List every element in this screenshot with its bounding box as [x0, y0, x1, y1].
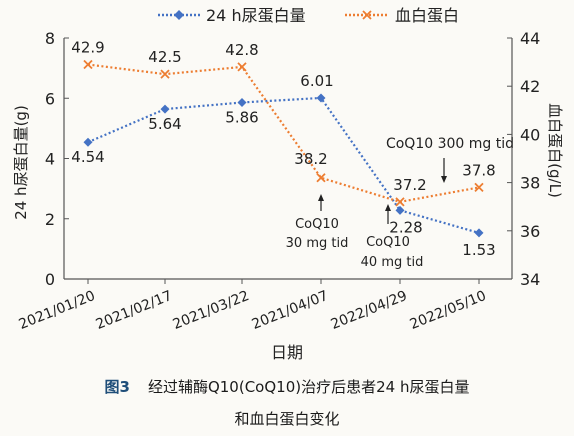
annotation-40mg-line2: 40 mg tid: [361, 255, 424, 270]
legend-label-albumin: 血白蛋白: [395, 6, 459, 25]
data-point-urine-protein: [316, 93, 326, 103]
annotation-300mg: CoQ10 300 mg tid: [386, 136, 514, 152]
data-label-albumin: 42.5: [148, 48, 181, 66]
legend-label-urine-protein: 24 h尿蛋白量: [206, 6, 306, 25]
data-point-albumin: [474, 182, 484, 193]
x-tick-label: 2021/03/22: [171, 288, 252, 333]
data-label-albumin: 38.2: [294, 150, 327, 168]
x-axis-title: 日期: [271, 343, 303, 362]
data-label-albumin: 42.9: [71, 39, 104, 57]
data-label-urine-protein: 5.86: [225, 108, 258, 126]
right-tick-label: 44: [520, 29, 540, 48]
data-label-urine-protein: 6.01: [300, 72, 333, 90]
data-point-albumin: [83, 59, 93, 70]
data-point-albumin: [316, 173, 326, 183]
x-tick-label: 2021/04/07: [250, 288, 331, 333]
annotation-30mg-line2: 30 mg tid: [286, 236, 349, 251]
data-point-urine-protein: [237, 97, 247, 107]
left-tick-label: 2: [45, 210, 55, 229]
right-tick-label: 42: [520, 77, 540, 96]
data-point-urine-protein: [83, 137, 93, 147]
series-line-1: [87, 63, 480, 204]
right-tick-label: 34: [520, 270, 540, 289]
legend-marker-albumin: [362, 10, 372, 20]
data-label-urine-protein: 4.54: [71, 148, 104, 166]
data-point-albumin: [395, 197, 405, 207]
x-tick-label: 2022/04/29: [329, 288, 410, 333]
figure-caption-line2: 和血白蛋白变化: [0, 408, 574, 429]
data-label-urine-protein: 1.53: [462, 241, 495, 259]
data-label-albumin: 42.8: [225, 41, 258, 59]
right-tick-label: 36: [520, 222, 540, 241]
data-point-urine-protein: [395, 205, 405, 215]
figure-label: 图3: [104, 378, 130, 396]
right-tick-label: 40: [520, 125, 540, 144]
left-tick-label: 6: [45, 89, 55, 108]
data-label-urine-protein: 5.64: [148, 115, 181, 133]
annotation-40mg-line1: CoQ10: [366, 235, 410, 250]
x-tick-label: 2021/01/20: [17, 288, 98, 333]
right-tick-label: 38: [520, 174, 540, 193]
data-point-urine-protein: [474, 228, 484, 238]
data-label-urine-protein: 2.28: [389, 218, 422, 236]
left-tick-label: 0: [45, 270, 55, 289]
caption-text-2: 和血白蛋白变化: [234, 410, 340, 428]
annotation-30mg-line1: CoQ10: [295, 217, 339, 232]
left-tick-label: 8: [45, 29, 55, 48]
x-tick-label: 2022/05/10: [408, 288, 489, 333]
left-axis-title: 24 h尿蛋白量(g): [12, 105, 30, 220]
legend-marker-urine-protein: [174, 10, 184, 20]
series-line-0: [87, 96, 480, 234]
data-label-albumin: 37.8: [462, 161, 495, 179]
chart-svg: 024683436384042442021/01/202021/02/17202…: [12, 6, 564, 362]
annotation-arrowhead-30mg: [318, 194, 324, 201]
figure-caption-line1: 图3 经过辅酶Q10(CoQ10)治疗后患者24 h尿蛋白量: [0, 376, 574, 397]
right-axis-title: 血白蛋白(g/L): [546, 103, 564, 198]
x-tick-label: 2021/02/17: [94, 288, 175, 333]
left-tick-label: 4: [45, 150, 55, 169]
data-point-urine-protein: [160, 104, 170, 114]
annotation-arrowhead-300mg: [441, 176, 447, 183]
data-point-albumin: [237, 62, 247, 72]
data-label-albumin: 37.2: [393, 176, 426, 194]
caption-text-1: 经过辅酶Q10(CoQ10)治疗后患者24 h尿蛋白量: [147, 378, 470, 396]
annotation-arrowhead-40mg: [385, 204, 391, 211]
data-point-albumin: [160, 69, 170, 79]
